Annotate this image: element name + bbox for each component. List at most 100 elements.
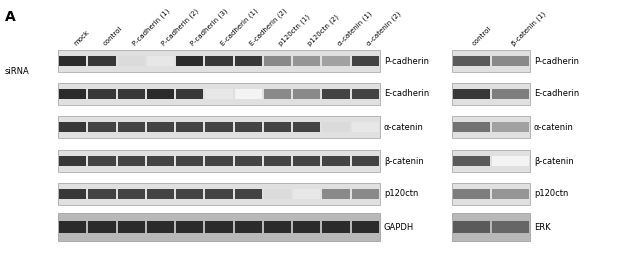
Bar <box>205 122 232 132</box>
Bar <box>205 221 232 233</box>
Text: ERK: ERK <box>534 222 550 232</box>
Text: E-cadherin (2): E-cadherin (2) <box>248 7 288 47</box>
Bar <box>59 89 86 99</box>
Bar <box>118 56 145 66</box>
Bar <box>453 122 490 132</box>
Bar <box>58 83 380 105</box>
Text: p120ctn (1): p120ctn (1) <box>278 13 311 47</box>
Bar <box>205 156 232 166</box>
Text: p120ctn: p120ctn <box>384 190 419 198</box>
Bar <box>293 122 321 132</box>
Bar <box>235 122 262 132</box>
Text: β-catenin: β-catenin <box>534 156 573 166</box>
Bar <box>352 89 379 99</box>
Text: P-cadherin (1): P-cadherin (1) <box>131 8 171 47</box>
Bar <box>323 221 349 233</box>
Bar <box>88 156 116 166</box>
Bar <box>264 56 291 66</box>
Bar <box>118 156 145 166</box>
Bar <box>352 189 379 199</box>
Bar <box>59 156 86 166</box>
Text: α-catenin: α-catenin <box>384 123 424 132</box>
Bar <box>453 56 490 66</box>
Bar <box>264 221 291 233</box>
Bar <box>147 56 174 66</box>
Bar <box>293 89 321 99</box>
Bar <box>147 221 174 233</box>
Bar <box>293 156 321 166</box>
Bar <box>492 89 529 99</box>
Bar <box>88 189 116 199</box>
Bar <box>59 221 86 233</box>
Bar <box>264 189 291 199</box>
Bar <box>264 156 291 166</box>
Bar <box>58 213 380 241</box>
Text: α-catenin (2): α-catenin (2) <box>365 10 402 47</box>
Bar <box>452 116 530 138</box>
Bar <box>205 89 232 99</box>
Bar <box>59 56 86 66</box>
Bar <box>492 56 529 66</box>
Bar <box>323 89 349 99</box>
Text: P-cadherin (3): P-cadherin (3) <box>189 8 229 47</box>
Bar <box>88 122 116 132</box>
Bar <box>147 156 174 166</box>
Text: p120ctn (2): p120ctn (2) <box>307 13 340 47</box>
Bar <box>492 156 529 166</box>
Text: P-cadherin: P-cadherin <box>384 56 429 66</box>
Bar <box>264 89 291 99</box>
Text: α-catenin (1): α-catenin (1) <box>336 10 373 47</box>
Bar <box>58 50 380 72</box>
Bar <box>176 89 204 99</box>
Bar <box>323 189 349 199</box>
Bar <box>88 56 116 66</box>
Bar <box>352 56 379 66</box>
Text: control: control <box>472 26 493 47</box>
Bar <box>492 189 529 199</box>
Bar <box>323 56 349 66</box>
Bar <box>88 89 116 99</box>
Bar <box>453 221 490 233</box>
Bar <box>176 156 204 166</box>
Bar <box>452 213 530 241</box>
Bar <box>492 122 529 132</box>
Bar <box>205 56 232 66</box>
Bar <box>59 122 86 132</box>
Bar <box>352 156 379 166</box>
Text: P-cadherin: P-cadherin <box>534 56 579 66</box>
Bar <box>452 83 530 105</box>
Bar <box>235 221 262 233</box>
Text: p120ctn: p120ctn <box>534 190 568 198</box>
Bar <box>293 189 321 199</box>
Bar <box>264 122 291 132</box>
Bar <box>235 156 262 166</box>
Text: E-cadherin: E-cadherin <box>534 90 579 98</box>
Bar <box>58 116 380 138</box>
Text: P-cadherin (2): P-cadherin (2) <box>161 8 200 47</box>
Bar <box>176 56 204 66</box>
Bar <box>147 122 174 132</box>
Bar <box>205 189 232 199</box>
Text: GAPDH: GAPDH <box>384 222 414 232</box>
Bar <box>452 50 530 72</box>
Text: E-cadherin (1): E-cadherin (1) <box>219 7 259 47</box>
Bar <box>453 89 490 99</box>
Bar <box>352 221 379 233</box>
Bar <box>58 183 380 205</box>
Bar <box>118 122 145 132</box>
Bar <box>452 183 530 205</box>
Bar <box>323 122 349 132</box>
Text: A: A <box>5 10 16 24</box>
Bar <box>176 122 204 132</box>
Bar <box>176 189 204 199</box>
Bar <box>452 150 530 172</box>
Bar <box>88 221 116 233</box>
Text: β-catenin (1): β-catenin (1) <box>511 10 547 47</box>
Bar <box>118 221 145 233</box>
Bar <box>492 221 529 233</box>
Bar <box>293 221 321 233</box>
Text: β-catenin: β-catenin <box>384 156 424 166</box>
Text: control: control <box>102 26 124 47</box>
Bar <box>235 56 262 66</box>
Bar <box>147 189 174 199</box>
